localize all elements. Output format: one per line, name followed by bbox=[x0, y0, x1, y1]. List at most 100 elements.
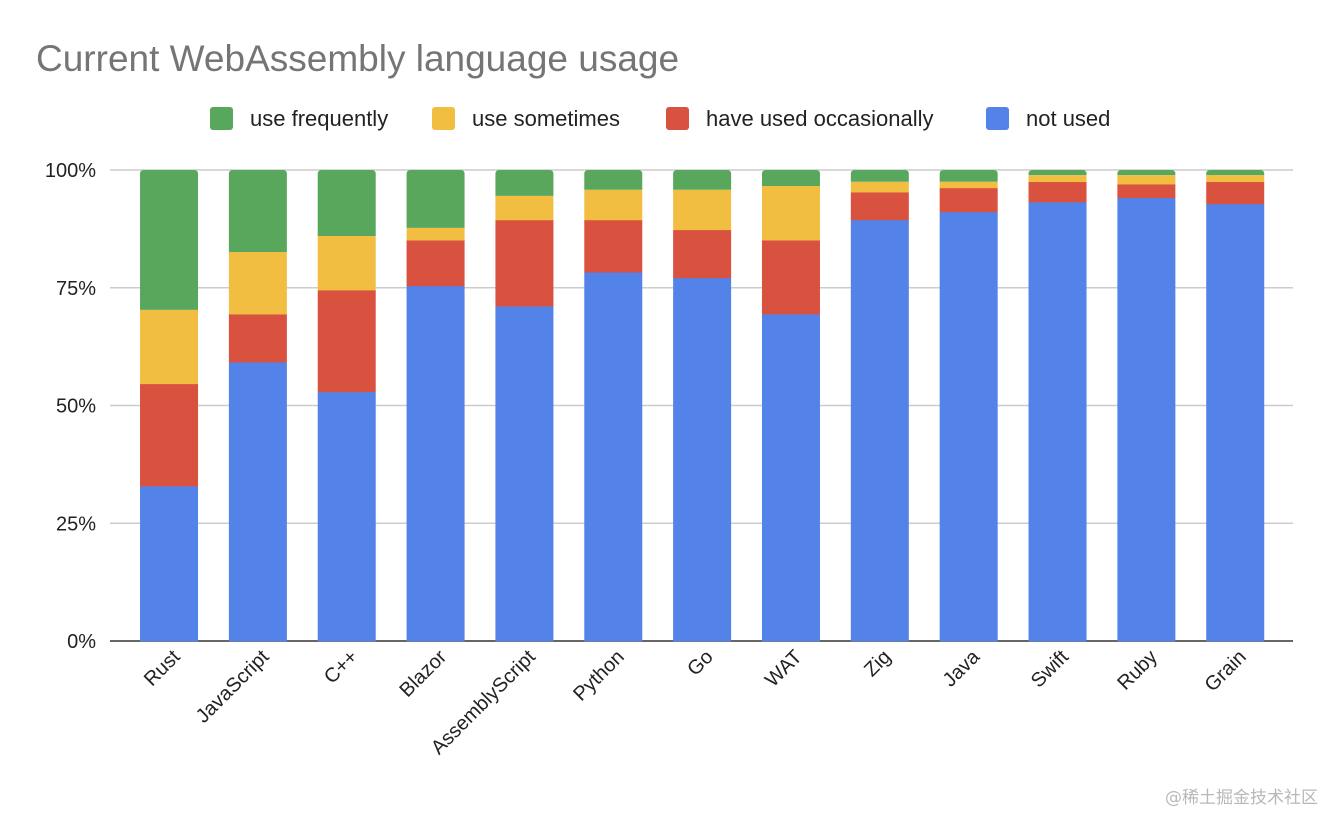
bar-segment bbox=[1206, 175, 1265, 183]
bar-segment bbox=[1028, 202, 1087, 642]
bar-stack-go bbox=[673, 170, 732, 642]
legend: use frequently use sometimes have used occ… bbox=[210, 106, 1110, 131]
bar-segment bbox=[495, 195, 554, 221]
bar-stack-ruby bbox=[1117, 170, 1176, 642]
legend-item: use sometimes bbox=[432, 106, 620, 131]
bar-segment bbox=[1117, 197, 1176, 642]
bar-segment bbox=[673, 277, 732, 642]
y-tick-label: 0% bbox=[67, 631, 96, 653]
x-tick-label: Swift bbox=[1027, 646, 1074, 693]
legend-swatch bbox=[666, 107, 689, 130]
bar-segment bbox=[140, 309, 199, 385]
bar-segment bbox=[406, 240, 465, 287]
bar-segment bbox=[1028, 181, 1087, 203]
bar-stack-rust bbox=[140, 170, 199, 642]
bar-segment bbox=[584, 170, 643, 190]
bar-segment bbox=[939, 187, 998, 213]
bar-segment bbox=[228, 251, 287, 315]
bar-stack-wat bbox=[761, 170, 820, 642]
bar-segment bbox=[761, 170, 820, 187]
bar-segment bbox=[584, 272, 643, 642]
y-tick-label: 75% bbox=[56, 278, 96, 300]
bar-segment bbox=[850, 192, 909, 221]
bar-segment bbox=[317, 170, 376, 236]
bar-segment bbox=[761, 186, 820, 241]
bar-segment bbox=[317, 235, 376, 291]
bar-segment bbox=[584, 189, 643, 221]
x-tick-label: Python bbox=[569, 646, 629, 706]
y-tick-label: 50% bbox=[56, 396, 96, 418]
bar-segment bbox=[761, 240, 820, 315]
bar-segment bbox=[939, 170, 998, 182]
bar-segment bbox=[1206, 170, 1265, 176]
bar-segment bbox=[939, 211, 998, 642]
bar-segment bbox=[1117, 170, 1176, 176]
chart-title: Current WebAssembly language usage bbox=[36, 38, 679, 79]
bar-stack-c- bbox=[317, 170, 376, 642]
legend-swatch bbox=[986, 107, 1009, 130]
y-tick-label: 100% bbox=[45, 160, 96, 182]
bar-segment bbox=[673, 229, 732, 279]
bar-stack-grain bbox=[1206, 170, 1265, 642]
bar-segment bbox=[406, 227, 465, 241]
bar-segment bbox=[495, 170, 554, 196]
bar-segment bbox=[1206, 203, 1265, 642]
bar-segment bbox=[850, 181, 909, 193]
bar-segment bbox=[761, 314, 820, 642]
x-tick-label: Go bbox=[683, 646, 717, 680]
legend-item: not used bbox=[986, 106, 1110, 131]
bar-stack-swift bbox=[1028, 170, 1087, 642]
bar-stack-java bbox=[939, 170, 998, 642]
bar-stack-assemblyscript bbox=[495, 170, 554, 642]
bar-segment bbox=[1028, 175, 1087, 183]
bar-segment bbox=[406, 170, 465, 228]
bar-segment bbox=[673, 170, 732, 190]
bar-stack-zig bbox=[850, 170, 909, 642]
bar-segment bbox=[317, 391, 376, 642]
bar-segment bbox=[1117, 175, 1176, 185]
watermark: @稀土掘金技术社区 bbox=[1165, 788, 1318, 808]
x-tick-label: Java bbox=[939, 645, 985, 691]
bar-segment bbox=[317, 290, 376, 393]
bar-segment bbox=[1206, 181, 1265, 205]
bar-stack-blazor bbox=[406, 170, 465, 642]
legend-swatch bbox=[210, 107, 233, 130]
bar-segment bbox=[850, 219, 909, 642]
bars bbox=[140, 170, 1265, 642]
bar-segment bbox=[140, 170, 199, 310]
legend-label: use sometimes bbox=[472, 106, 620, 131]
bar-segment bbox=[939, 181, 998, 189]
bar-segment bbox=[406, 285, 465, 642]
legend-item: use frequently bbox=[210, 106, 388, 131]
bar-stack-python bbox=[584, 170, 643, 642]
x-tick-label: C++ bbox=[320, 646, 362, 688]
legend-label: not used bbox=[1026, 106, 1110, 131]
bar-segment bbox=[1117, 184, 1176, 199]
legend-label: use frequently bbox=[250, 106, 388, 131]
bar-segment bbox=[140, 383, 199, 487]
legend-item: have used occasionally bbox=[666, 106, 933, 131]
bar-segment bbox=[495, 306, 554, 642]
x-tick-label: Blazor bbox=[395, 646, 451, 702]
bar-segment bbox=[228, 314, 287, 363]
x-tick-label: Ruby bbox=[1113, 646, 1162, 695]
bar-segment bbox=[495, 219, 554, 307]
bar-stack-javascript bbox=[228, 170, 287, 642]
bar-segment bbox=[584, 219, 643, 273]
y-tick-label: 25% bbox=[56, 513, 96, 535]
x-tick-label: WAT bbox=[761, 646, 806, 691]
bar-segment bbox=[228, 170, 287, 252]
x-tick-label: Grain bbox=[1201, 646, 1251, 696]
legend-swatch bbox=[432, 107, 455, 130]
bar-segment bbox=[673, 189, 732, 231]
legend-label: have used occasionally bbox=[706, 106, 933, 131]
bar-segment bbox=[1028, 170, 1087, 176]
x-tick-label: Rust bbox=[140, 646, 185, 691]
bar-segment bbox=[140, 486, 199, 642]
x-tick-label: JavaScript bbox=[192, 646, 274, 728]
bar-segment bbox=[850, 170, 909, 182]
bar-segment bbox=[228, 362, 287, 642]
x-tick-label: Zig bbox=[860, 646, 895, 681]
